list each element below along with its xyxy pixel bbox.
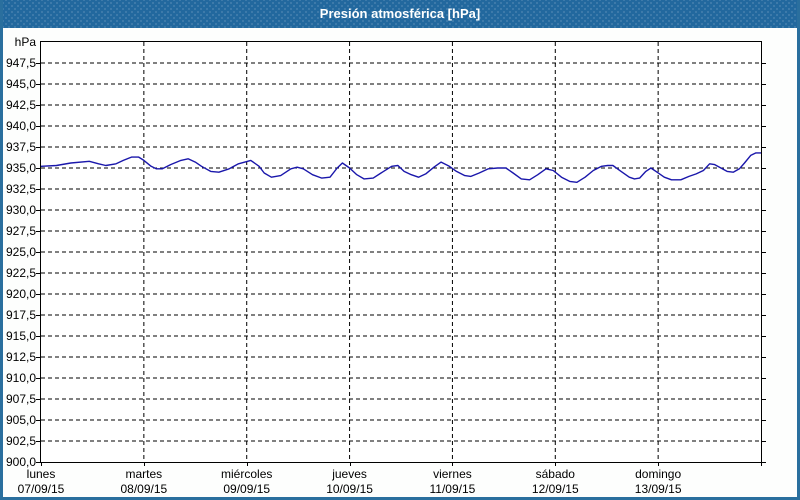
- y-axis-tick-mark: [36, 315, 40, 316]
- day-date: 08/09/15: [120, 482, 168, 496]
- y-axis-tick-label: 930,0: [5, 203, 36, 217]
- y-axis-tick-mark: [36, 420, 40, 421]
- day-name: jueves: [332, 467, 367, 481]
- y-axis-tick-label: 937,5: [5, 140, 36, 154]
- y-axis-tick-label: 942,5: [5, 98, 36, 112]
- x-axis-tick-mark: [246, 463, 248, 466]
- y-axis-tick-label: 905,0: [5, 413, 36, 427]
- x-axis-tick-mark: [761, 463, 762, 466]
- y-axis-tick-mark-right: [762, 126, 766, 127]
- day-date: 07/09/15: [17, 482, 65, 496]
- chart-title: Presión atmosférica [hPa]: [319, 6, 481, 21]
- y-axis-tick-label: 945,0: [5, 77, 36, 91]
- pressure-line: [41, 152, 761, 184]
- y-axis-tick-label: 907,5: [5, 392, 36, 406]
- y-axis-tick-label: 932,5: [5, 182, 36, 196]
- y-axis-tick-mark-right: [762, 189, 766, 190]
- day-date: 10/09/15: [326, 482, 373, 496]
- y-axis-tick-mark-right: [762, 315, 766, 316]
- y-axis-tick-label: 920,0: [5, 287, 36, 301]
- y-axis-tick-mark: [36, 399, 40, 400]
- y-axis-tick-mark: [36, 168, 40, 169]
- y-axis-tick-mark: [36, 126, 40, 127]
- y-axis-tick-label: 902,5: [5, 434, 36, 448]
- y-axis-tick-label: 925,0: [5, 245, 36, 259]
- day-date: 09/09/15: [223, 482, 271, 496]
- day-name: lunes: [26, 467, 56, 481]
- x-axis-day-label: lunes 07/09/15: [0, 467, 96, 497]
- day-date: 12/09/15: [531, 482, 579, 496]
- y-axis-tick-mark: [36, 294, 40, 295]
- y-axis-tick-label: 910,0: [5, 371, 36, 385]
- x-axis-day-label: sábado 12/09/15: [500, 467, 610, 497]
- y-axis-tick-mark: [36, 63, 40, 64]
- y-axis-tick-mark: [36, 189, 40, 190]
- x-axis-tick-mark: [555, 463, 557, 466]
- y-axis-tick-label: 900,0: [5, 455, 36, 469]
- x-axis-tick-mark: [658, 463, 660, 466]
- y-axis-tick-mark-right: [762, 399, 766, 400]
- y-axis-tick-mark-right: [762, 231, 766, 232]
- x-axis-day-label: domingo 13/09/15: [603, 467, 713, 497]
- y-axis-tick-label: 917,5: [5, 308, 36, 322]
- x-axis-tick-mark: [143, 463, 145, 466]
- day-name: sábado: [535, 467, 575, 481]
- day-name: viernes: [433, 467, 472, 481]
- chart-canvas: [41, 42, 761, 462]
- x-axis-day-label: jueves 10/09/15: [295, 467, 405, 497]
- chart-title-bar: Presión atmosférica [hPa]: [0, 0, 800, 28]
- x-axis-tick-mark: [41, 463, 42, 466]
- y-axis-tick-label: 940,0: [5, 119, 36, 133]
- x-axis-day-label: martes 08/09/15: [89, 467, 199, 497]
- y-axis-tick-label: 947,5: [5, 56, 36, 70]
- frame-border-left: [0, 0, 3, 500]
- y-axis-tick-mark-right: [762, 147, 766, 148]
- y-axis-tick-mark-right: [762, 252, 766, 253]
- y-axis-tick-mark-right: [762, 336, 766, 337]
- y-axis-tick-mark-right: [762, 84, 766, 85]
- y-axis-tick-mark: [36, 357, 40, 358]
- y-axis-tick-mark-right: [762, 441, 766, 442]
- y-axis-tick-mark: [36, 462, 40, 463]
- y-axis-tick-mark: [36, 105, 40, 106]
- y-axis-tick-mark: [36, 441, 40, 442]
- y-axis-tick-label: 915,0: [5, 329, 36, 343]
- y-axis-tick-mark-right: [762, 273, 766, 274]
- y-axis-tick-mark: [36, 336, 40, 337]
- y-axis-tick-mark-right: [762, 105, 766, 106]
- plot-area: [40, 41, 762, 463]
- x-axis-day-label: viernes 11/09/15: [397, 467, 507, 497]
- frame-border-right: [797, 0, 800, 500]
- day-date: 13/09/15: [634, 482, 682, 496]
- y-axis-tick-mark: [36, 252, 40, 253]
- y-axis-tick-mark-right: [762, 357, 766, 358]
- day-date: 11/09/15: [429, 482, 476, 496]
- frame-border-bottom: [0, 497, 800, 500]
- y-axis-tick-mark-right: [762, 63, 766, 64]
- y-axis-tick-mark-right: [762, 294, 766, 295]
- y-axis-tick-mark: [36, 273, 40, 274]
- x-axis-day-label: miércoles 09/09/15: [192, 467, 302, 497]
- y-axis-tick-mark-right: [762, 462, 766, 463]
- y-axis-tick-label: 927,5: [5, 224, 36, 238]
- day-name: miércoles: [221, 467, 273, 481]
- day-name: martes: [125, 467, 163, 481]
- day-name: domingo: [635, 467, 682, 481]
- x-axis-tick-mark: [452, 463, 454, 466]
- y-axis-tick-mark: [36, 231, 40, 232]
- y-axis-tick-mark: [36, 84, 40, 85]
- y-axis-tick-label: 935,0: [5, 161, 36, 175]
- y-axis-tick-mark: [36, 210, 40, 211]
- y-axis-tick-mark-right: [762, 378, 766, 379]
- y-axis-unit-label: hPa: [14, 35, 36, 49]
- y-axis-tick-mark-right: [762, 168, 766, 169]
- y-axis-tick-mark-right: [762, 420, 766, 421]
- x-axis-tick-mark: [349, 463, 351, 466]
- y-axis-tick-mark: [36, 147, 40, 148]
- y-axis-tick-mark: [36, 378, 40, 379]
- y-axis-tick-label: 912,5: [5, 350, 36, 364]
- y-axis-tick-mark-right: [762, 210, 766, 211]
- y-axis-tick-label: 922,5: [5, 266, 36, 280]
